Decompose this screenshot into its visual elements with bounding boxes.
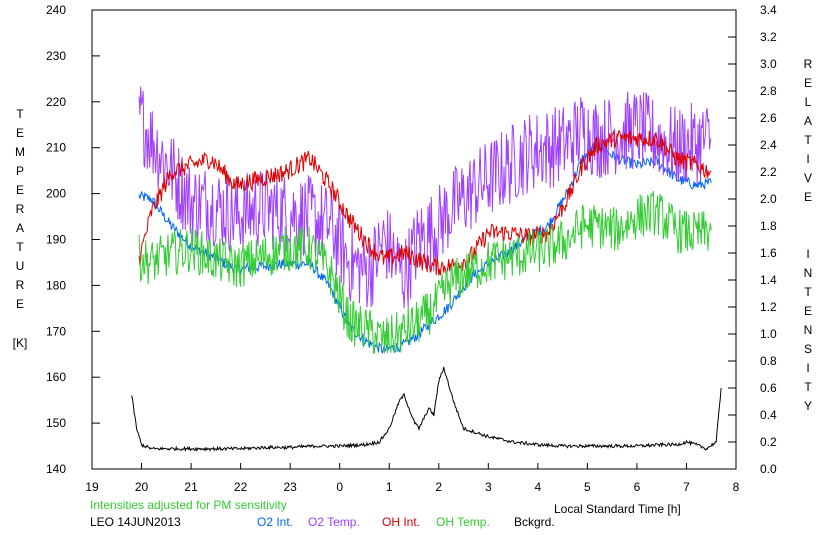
- axis-title-letter: P: [15, 164, 24, 178]
- right-tick-label: 2.2: [760, 165, 777, 179]
- left-tick-label: 210: [46, 141, 66, 155]
- axis-title-letter: E: [15, 297, 24, 311]
- axis-title-letter: [798, 226, 818, 245]
- axis-title-letter: E: [15, 183, 24, 197]
- legend-o2-int: O2 Int.: [257, 515, 294, 529]
- right-tick-label: 3.4: [760, 3, 777, 17]
- left-tick-label: 150: [46, 416, 66, 430]
- left-axis-title: T E M P E R A T U R E [K]: [10, 105, 30, 353]
- right-tick-label: 3.0: [760, 57, 777, 71]
- axis-title-letter: U: [15, 259, 25, 273]
- x-tick-label: 4: [535, 480, 542, 494]
- axis-title-letter: T: [16, 107, 24, 121]
- x-tick-label: 20: [135, 480, 149, 494]
- axis-title-letter: N: [803, 266, 813, 280]
- axis-title-letter: M: [15, 145, 25, 159]
- series-o2-temp: [138, 86, 712, 309]
- right-tick-label: 2.8: [760, 84, 777, 98]
- left-tick-label: 200: [46, 187, 66, 201]
- axis-title-letter: R: [15, 278, 25, 292]
- axis-title-letter: T: [804, 133, 812, 147]
- right-tick-label: 1.0: [760, 327, 777, 341]
- right-tick-label: 3.2: [760, 30, 777, 44]
- axis-title-letter: T: [804, 380, 812, 394]
- right-tick-label: 1.6: [760, 246, 777, 260]
- axis-title-letter: L: [804, 95, 812, 109]
- axis-title-letter: A: [15, 221, 24, 235]
- axis-title-letter: V: [803, 171, 812, 185]
- axis-title-letter: I: [806, 247, 810, 261]
- left-tick-label: 240: [46, 3, 66, 17]
- x-tick-label: 22: [234, 480, 248, 494]
- right-tick-label: 0.6: [760, 381, 777, 395]
- x-tick-label: 21: [184, 480, 198, 494]
- legend-o2-temp: O2 Temp.: [308, 515, 360, 529]
- axis-unit: [K]: [12, 336, 28, 350]
- sensitivity-note: Intensities adjusted for PM sensitivity: [90, 498, 287, 512]
- x-tick-label: 3: [485, 480, 492, 494]
- right-tick-label: 1.8: [760, 219, 777, 233]
- left-tick-label: 140: [46, 462, 66, 476]
- axis-title-letter: E: [15, 126, 24, 140]
- left-tick-label: 170: [46, 324, 66, 338]
- axis-title-letter: Y: [803, 399, 812, 413]
- right-axis: 0.0 0.2 0.4 0.6 0.8 1.0 1.2 1.4 1.6 1.8 2.0 2.2 2.4 2…: [728, 3, 777, 476]
- x-tick-label: 8: [733, 480, 740, 494]
- x-tick-label: 5: [584, 480, 591, 494]
- axis-title-letter: T: [804, 285, 812, 299]
- left-tick-label: 160: [46, 370, 66, 384]
- right-tick-label: 0.0: [760, 462, 777, 476]
- left-tick-label: 180: [46, 278, 66, 292]
- left-tick-label: 220: [46, 95, 66, 109]
- axis-title-letter: E: [803, 76, 812, 90]
- series-layer: [131, 86, 722, 452]
- x-axis: 19 20 21 22 23 0 1 2 3 4 5 6 7 8: [85, 463, 740, 494]
- right-tick-label: 2.6: [760, 111, 777, 125]
- right-tick-label: 0.4: [760, 408, 777, 422]
- right-tick-label: 0.8: [760, 354, 777, 368]
- x-tick-label: 2: [435, 480, 442, 494]
- legend-oh-int: OH Int.: [382, 515, 421, 529]
- left-axis: 140 150 160 170 180 190 200 210 220 230 240: [46, 3, 100, 476]
- axis-title-letter: N: [803, 323, 813, 337]
- x-tick-label: 19: [85, 480, 99, 494]
- series-oh-temp: [138, 190, 712, 354]
- x-axis-title: Local Standard Time [h]: [554, 502, 681, 516]
- axis-title-letter: I: [806, 361, 810, 375]
- left-tick-label: 230: [46, 49, 66, 63]
- left-tick-label: 190: [46, 233, 66, 247]
- axis-title-letter: E: [803, 190, 812, 204]
- right-tick-label: 2.4: [760, 138, 777, 152]
- legend-bckgrd: Bckgrd.: [514, 515, 555, 529]
- right-tick-label: 1.4: [760, 273, 777, 287]
- axis-title-letter: R: [803, 57, 813, 71]
- series-oh-int: [138, 129, 712, 277]
- axis-title-letter: I: [806, 152, 810, 166]
- axis-title-letter: R: [15, 202, 25, 216]
- axis-title-letter: S: [803, 342, 812, 356]
- station-label: LEO 14JUN2013: [90, 515, 181, 529]
- axis-title-letter: T: [16, 240, 24, 254]
- x-tick-label: 0: [336, 480, 343, 494]
- x-tick-label: 23: [283, 480, 297, 494]
- right-tick-label: 0.2: [760, 435, 777, 449]
- right-tick-label: 1.2: [760, 300, 777, 314]
- series-bckgrd: [131, 366, 722, 452]
- legend-oh-temp: OH Temp.: [436, 515, 490, 529]
- axis-title-letter: A: [803, 114, 812, 128]
- axis-title-letter: [798, 207, 818, 226]
- right-tick-label: 2.0: [760, 192, 777, 206]
- x-tick-label: 1: [386, 480, 393, 494]
- axis-title-letter: E: [803, 304, 812, 318]
- x-tick-label: 6: [634, 480, 641, 494]
- x-tick-label: 7: [683, 480, 690, 494]
